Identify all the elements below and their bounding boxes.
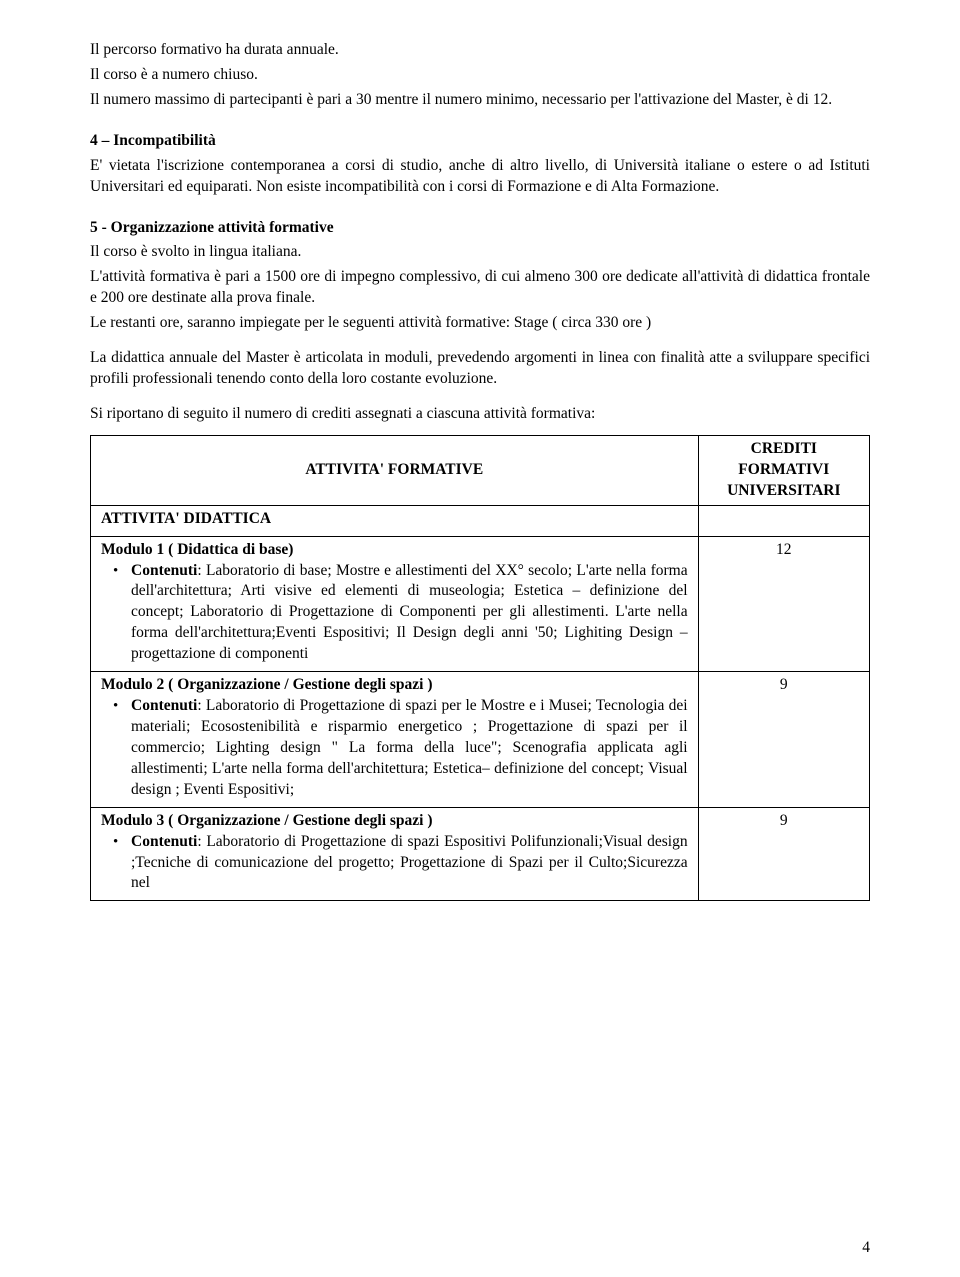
row-didattica-crediti [698, 505, 869, 536]
header-attivita-text: ATTIVITA' FORMATIVE [305, 461, 483, 478]
crediti-l1: CREDITI [751, 440, 817, 457]
section-4-title: 4 – Incompatibilità [90, 131, 870, 152]
section-5-p4: La didattica annuale del Master è artico… [90, 348, 870, 390]
mod2-contenuti: : Laboratorio di Progettazione di spazi … [131, 697, 688, 798]
table-header-crediti: CREDITI FORMATIVI UNIVERSITARI [698, 435, 869, 505]
section-5-p5: Si riportano di seguito il numero di cre… [90, 404, 870, 425]
mod1-contenuti-label: Contenuti [131, 562, 197, 579]
mod2-contenuti-label: Contenuti [131, 697, 197, 714]
section-5-p3: Le restanti ore, saranno impiegate per l… [90, 313, 870, 334]
row-mod3: Modulo 3 ( Organizzazione / Gestione deg… [91, 807, 699, 901]
page-number: 4 [862, 1239, 870, 1257]
mod1-title: Modulo 1 ( Didattica di base) [101, 540, 688, 561]
section-5-p2: L'attività formativa è pari a 1500 ore d… [90, 267, 870, 309]
intro-p3: Il numero massimo di partecipanti è pari… [90, 90, 870, 111]
crediti-l2: FORMATIVI [738, 461, 829, 478]
row-mod1: Modulo 1 ( Didattica di base) Contenuti:… [91, 536, 699, 672]
mod3-crediti: 9 [698, 807, 869, 901]
row-didattica: ATTIVITA' DIDATTICA [91, 505, 699, 536]
mod1-contenuti: : Laboratorio di base; Mostre e allestim… [131, 562, 688, 663]
mod3-title: Modulo 3 ( Organizzazione / Gestione deg… [101, 811, 688, 832]
mod3-contenuti: : Laboratorio di Progettazione di spazi … [131, 833, 688, 892]
mod2-crediti: 9 [698, 672, 869, 808]
section-5-title: 5 - Organizzazione attività formative [90, 218, 870, 239]
mod1-crediti: 12 [698, 536, 869, 672]
activities-table: ATTIVITA' FORMATIVE CREDITI FORMATIVI UN… [90, 435, 870, 901]
mod2-title: Modulo 2 ( Organizzazione / Gestione deg… [101, 675, 688, 696]
section-5-p1: Il corso è svolto in lingua italiana. [90, 242, 870, 263]
intro-p2: Il corso è a numero chiuso. [90, 65, 870, 86]
mod3-contenuti-label: Contenuti [131, 833, 197, 850]
row-mod2: Modulo 2 ( Organizzazione / Gestione deg… [91, 672, 699, 808]
table-header-attivita: ATTIVITA' FORMATIVE [91, 435, 699, 505]
section-4-body: E' vietata l'iscrizione contemporanea a … [90, 156, 870, 198]
intro-p1: Il percorso formativo ha durata annuale. [90, 40, 870, 61]
crediti-l3: UNIVERSITARI [727, 482, 840, 499]
